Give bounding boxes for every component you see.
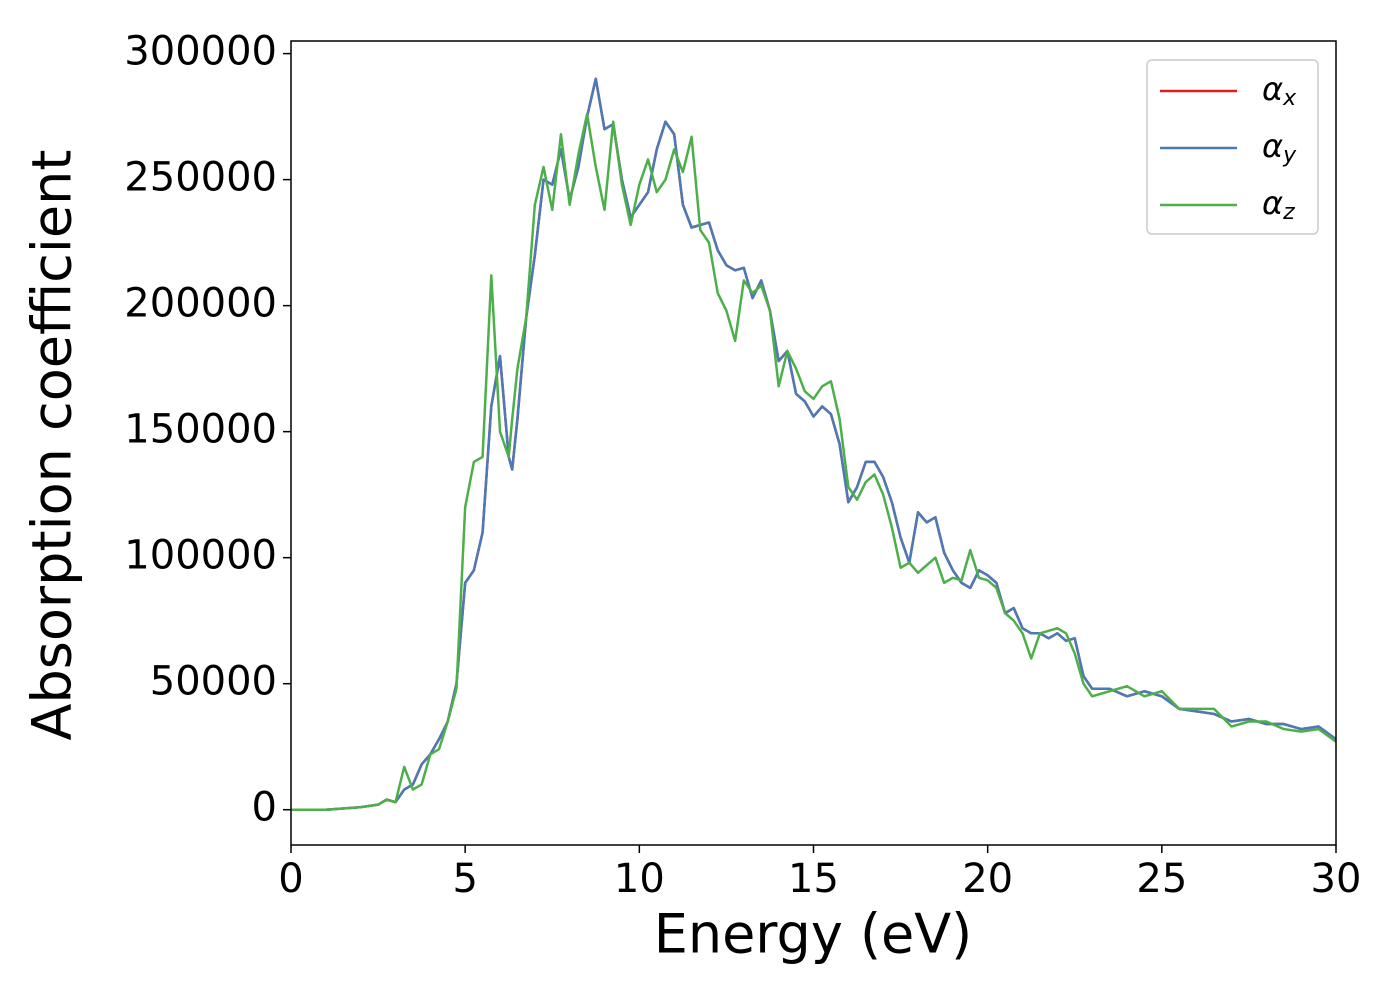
x-tick-label: 5 [452, 856, 477, 902]
y-tick-label: 50000 [150, 659, 277, 705]
y-axis-label: Absorption coefficient [21, 150, 84, 741]
y-tick-label: 0 [252, 785, 277, 831]
legend-label: αx [1262, 70, 1297, 111]
legend-label: αz [1262, 184, 1295, 225]
plot-frame [290, 40, 1337, 846]
y-tick-label: 100000 [124, 533, 277, 579]
x-tick-label: 20 [962, 856, 1013, 902]
x-tick-label: 10 [614, 856, 665, 902]
legend-label: αy [1262, 127, 1297, 168]
x-tick-label: 30 [1311, 856, 1362, 902]
x-tick-label: 15 [788, 856, 839, 902]
y-tick-label: 300000 [124, 29, 277, 75]
y-tick-label: 250000 [124, 155, 277, 201]
y-tick-label: 150000 [124, 407, 277, 453]
y-tick-label: 200000 [124, 281, 277, 327]
x-tick-label: 25 [1136, 856, 1187, 902]
series-line [291, 112, 1336, 811]
x-tick-label: 0 [278, 856, 303, 902]
plot-area [291, 77, 1336, 811]
x-axis-label: Energy (eV) [654, 903, 973, 966]
